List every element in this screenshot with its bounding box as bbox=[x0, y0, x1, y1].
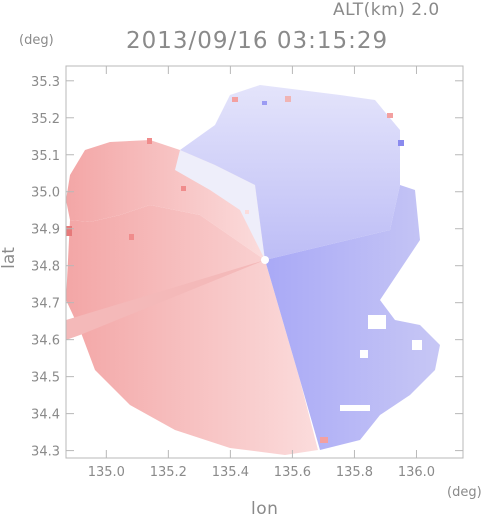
y-tick-label: 34.4 bbox=[31, 408, 60, 423]
x-tick-label: 135.2 bbox=[150, 465, 187, 480]
y-axis-unit: (deg) bbox=[19, 33, 54, 48]
y-tick-label: 35.3 bbox=[31, 75, 60, 90]
x-axis-label: lon bbox=[251, 499, 279, 519]
radar-center-marker bbox=[261, 256, 269, 264]
x-tick-label: 135.6 bbox=[274, 465, 311, 480]
altitude-label: ALT(km) 2.0 bbox=[333, 0, 440, 20]
y-tick-label: 34.6 bbox=[31, 334, 60, 349]
x-tick-label: 135.0 bbox=[88, 465, 125, 480]
clutter-echoes bbox=[66, 96, 404, 443]
y-tick-label: 35.1 bbox=[31, 149, 60, 164]
y-tick-label: 34.7 bbox=[31, 297, 60, 312]
y-tick-label: 35.0 bbox=[31, 186, 60, 201]
plot-frame bbox=[65, 65, 464, 459]
velocity-field bbox=[66, 85, 440, 455]
y-tick-label: 34.5 bbox=[31, 371, 60, 386]
y-tick-label: 34.9 bbox=[31, 223, 60, 238]
receding-lobe bbox=[66, 260, 265, 340]
neutral-band bbox=[175, 150, 265, 260]
approaching-region-north bbox=[180, 85, 400, 260]
y-tick-label: 34.8 bbox=[31, 260, 60, 275]
data-gaps bbox=[340, 285, 422, 411]
chart-title: 2013/09/16 03:15:29 bbox=[126, 28, 389, 54]
y-tick-label: 35.2 bbox=[31, 112, 60, 127]
y-axis-ticks: 34.3 34.4 34.5 34.6 34.7 34.8 34.9 35.0 35.1 35.2… bbox=[31, 75, 463, 460]
x-tick-label: 136.0 bbox=[398, 465, 435, 480]
receding-region-southwest bbox=[66, 205, 318, 455]
x-tick-label: 135.8 bbox=[336, 465, 373, 480]
x-axis-unit: (deg) bbox=[447, 485, 482, 500]
x-axis-ticks: 135.0 135.2 135.4 135.6 135.8 136.0 bbox=[88, 66, 435, 480]
x-tick-label: 135.4 bbox=[212, 465, 249, 480]
approaching-region-east bbox=[265, 185, 440, 450]
y-tick-label: 34.3 bbox=[31, 445, 60, 460]
